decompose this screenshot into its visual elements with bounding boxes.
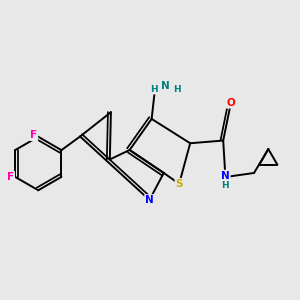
Text: F: F: [30, 130, 38, 140]
Text: H: H: [173, 85, 181, 94]
Text: N: N: [145, 195, 154, 205]
Text: H: H: [150, 85, 157, 94]
Text: S: S: [176, 179, 183, 189]
Text: F: F: [7, 172, 14, 182]
Text: N: N: [161, 81, 170, 91]
Text: O: O: [226, 98, 235, 108]
Text: N: N: [221, 170, 230, 181]
Text: H: H: [222, 181, 229, 190]
